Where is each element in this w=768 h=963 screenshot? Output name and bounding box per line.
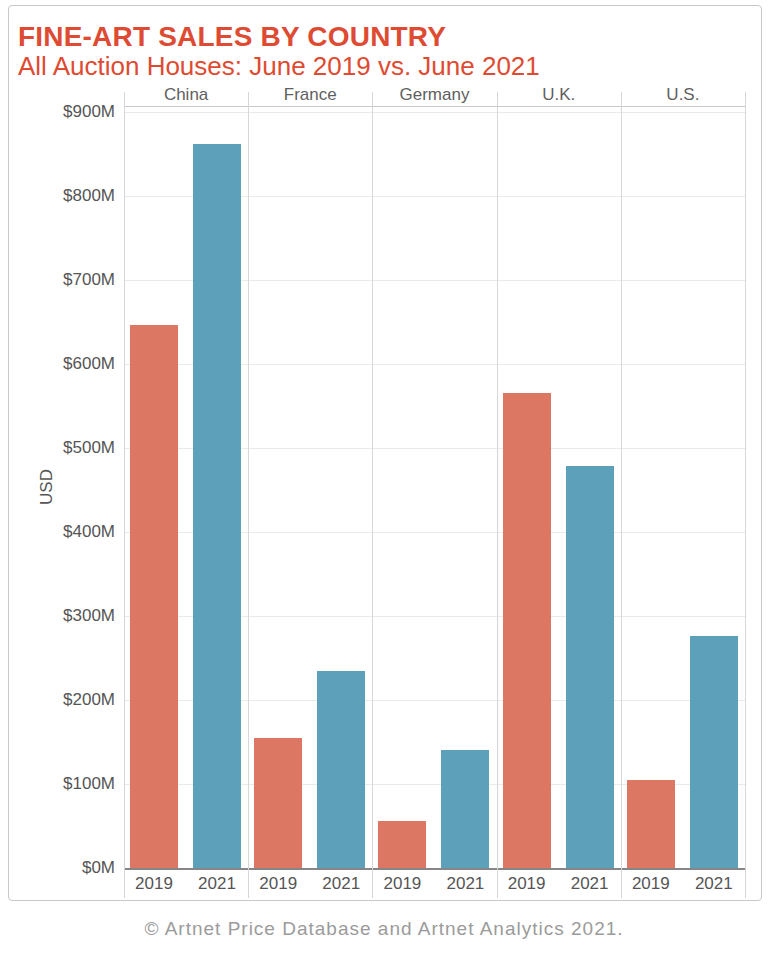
column-separator <box>124 92 125 898</box>
column-separator <box>372 92 373 898</box>
y-tick-label: $300M <box>9 606 115 626</box>
x-tick-label: 2019 <box>372 874 432 894</box>
bar-2021-france <box>317 671 365 868</box>
column-header: France <box>248 85 372 105</box>
bar-2019-us <box>627 780 675 868</box>
x-tick-label: 2019 <box>248 874 308 894</box>
y-tick-label: $500M <box>9 438 115 458</box>
bar-2021-china <box>193 144 241 868</box>
y-tick-label: $900M <box>9 102 115 122</box>
x-tick-label: 2019 <box>621 874 681 894</box>
x-tick-label: 2021 <box>684 874 744 894</box>
column-separator <box>621 92 622 898</box>
chart-subtitle: All Auction Houses: June 2019 vs. June 2… <box>18 51 540 82</box>
bar-2019-germany <box>378 821 426 868</box>
bar-2019-france <box>254 738 302 868</box>
x-tick-label: 2021 <box>187 874 247 894</box>
chart-card: FINE-ART SALES BY COUNTRY All Auction Ho… <box>8 5 762 901</box>
y-tick-label: $100M <box>9 774 115 794</box>
chart-title: FINE-ART SALES BY COUNTRY <box>18 21 446 53</box>
x-tick-label: 2021 <box>311 874 371 894</box>
column-separator <box>745 92 746 898</box>
bar-2019-china <box>130 325 178 868</box>
x-tick-label: 2021 <box>560 874 620 894</box>
y-axis-title: USD <box>37 467 57 507</box>
plot-area <box>124 107 745 870</box>
bar-2021-germany <box>441 750 489 868</box>
y-tick-label: $800M <box>9 186 115 206</box>
y-tick-label: $400M <box>9 522 115 542</box>
bar-2019-uk <box>503 393 551 868</box>
y-tick-label: $700M <box>9 270 115 290</box>
column-header: U.S. <box>621 85 745 105</box>
y-tick-label: $200M <box>9 690 115 710</box>
column-separator <box>248 92 249 898</box>
y-tick-label: $600M <box>9 354 115 374</box>
column-header: Germany <box>372 85 496 105</box>
x-tick-label: 2019 <box>497 874 557 894</box>
page: { "header": { "title": "FINE-ART SALES B… <box>0 0 768 963</box>
column-header: China <box>124 85 248 105</box>
bar-2021-us <box>690 636 738 868</box>
x-tick-label: 2021 <box>435 874 495 894</box>
gridline <box>124 112 745 113</box>
bar-2021-uk <box>566 466 614 868</box>
column-separator <box>497 92 498 898</box>
copyright-note: © Artnet Price Database and Artnet Analy… <box>0 918 768 940</box>
column-header: U.K. <box>497 85 621 105</box>
y-tick-label: $0M <box>9 858 115 878</box>
x-tick-label: 2019 <box>124 874 184 894</box>
